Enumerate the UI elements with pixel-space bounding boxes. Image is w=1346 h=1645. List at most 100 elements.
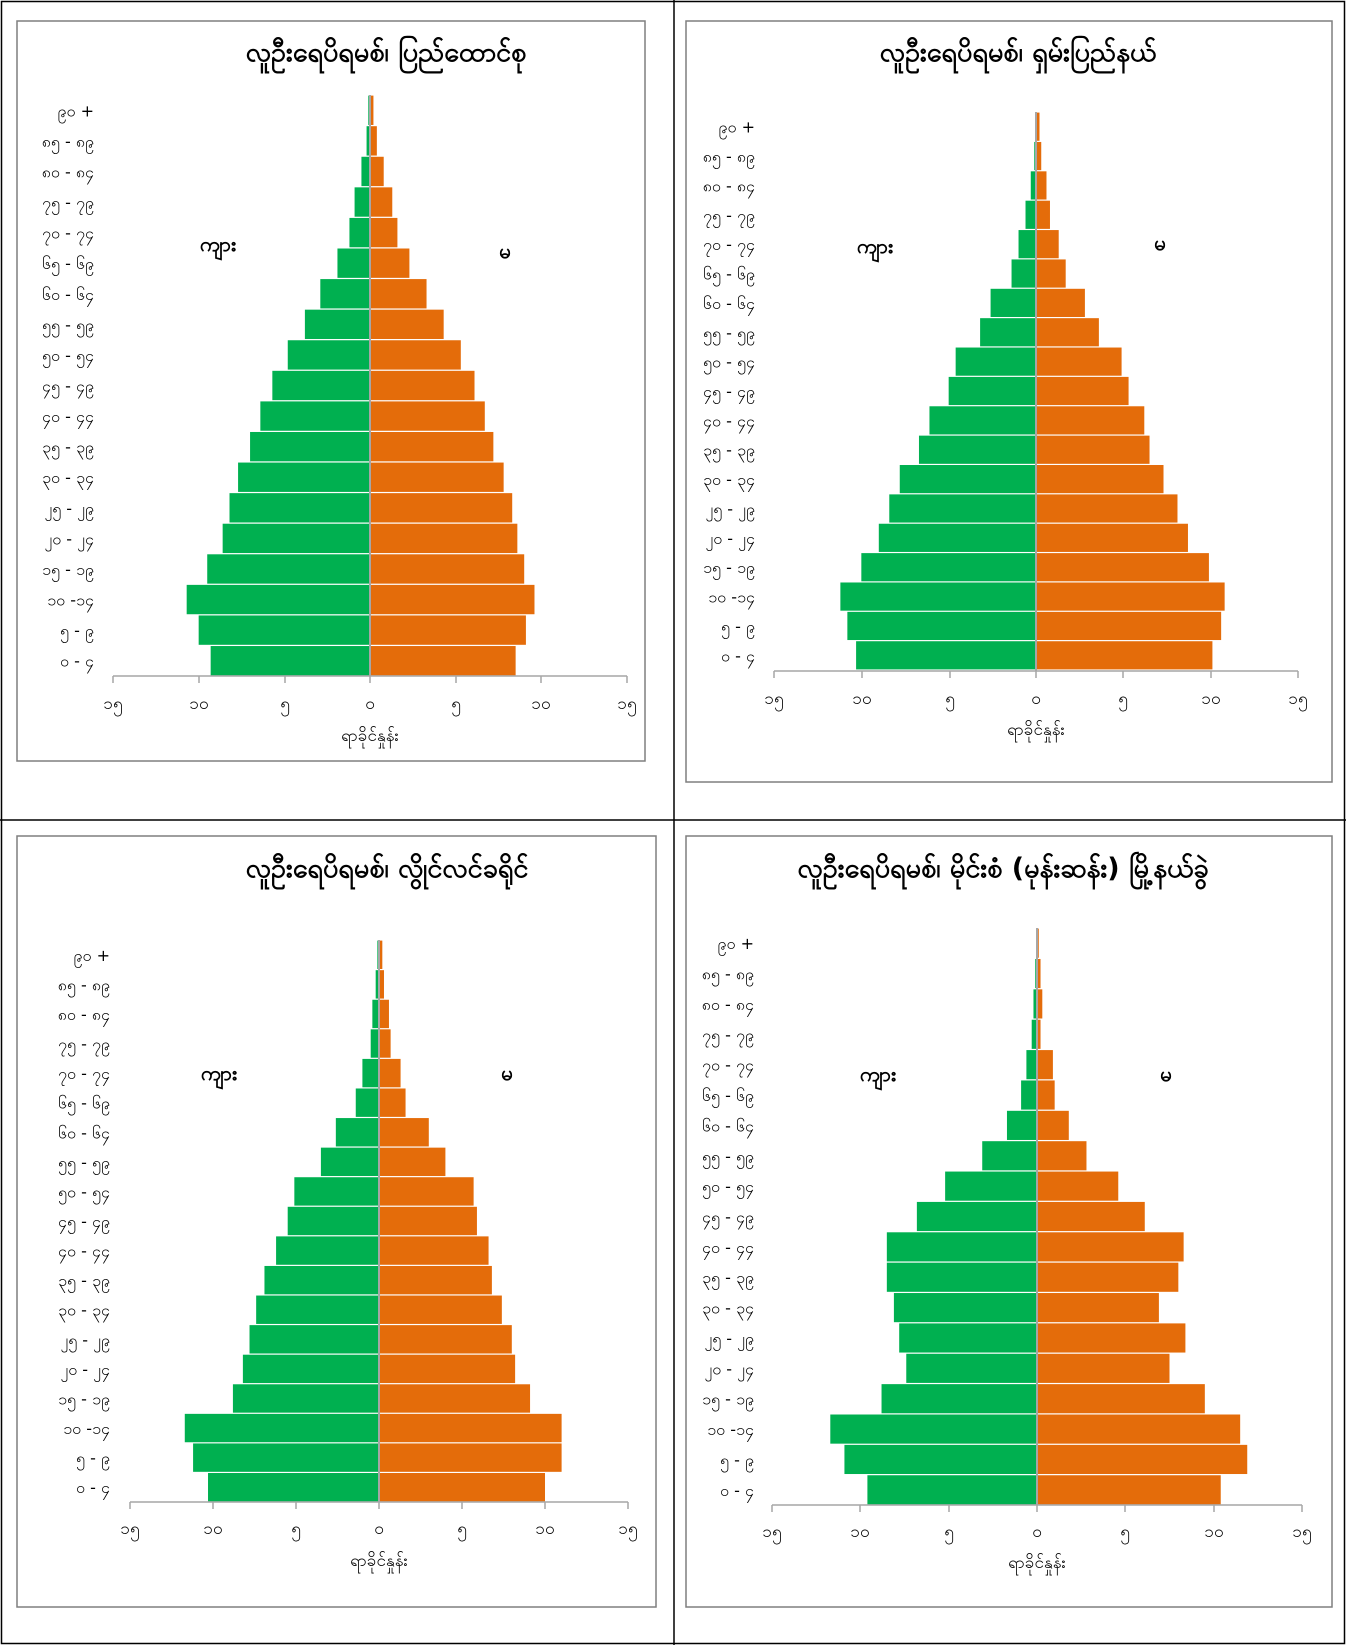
age-group-label: ၄၀ - ၄၄ [58,1242,110,1264]
male-bar [355,1088,379,1117]
female-bar [1036,553,1209,582]
male-bar [272,370,370,401]
female-bar [379,1354,516,1384]
age-group-label: ၅၀ - ၅၄ [42,346,94,368]
female-bar [1037,1141,1087,1171]
age-group-label: ၉၀ + [719,118,756,140]
female-bar [1036,641,1213,670]
female-bar [1037,1475,1221,1505]
female-bar [370,431,494,462]
age-group-label: ၄၅ - ၄၉ [42,377,94,399]
x-tick-label: ၁၅ [618,1519,637,1542]
chart-title: လူဦးရေပိရမစ်၊ ပြည်ထောင်စု [246,35,527,74]
age-group-label: ၃၅ - ၃၉ [58,1271,110,1293]
male-bar [982,1141,1037,1171]
male-bar [1030,171,1036,200]
male-bar [881,1384,1037,1414]
female-label: မ [501,1061,512,1085]
male-bar [210,646,370,676]
age-group-label: ၃၀ - ၃၄ [703,470,755,492]
age-group-label: ၈၅ - ၈၉ [42,132,94,154]
male-bar [1031,1019,1037,1049]
x-tick-label: ၁၀ [850,1522,869,1542]
age-group-label: ၈၅ - ၈၉ [702,965,754,987]
x-tick-label: ၁၅ [1288,689,1307,712]
male-bar [867,1475,1037,1505]
female-bar [1037,1201,1145,1232]
male-bar [362,1058,379,1088]
female-bar [379,1473,545,1502]
age-group-label: ၈၀ - ၈၄ [58,1005,110,1027]
x-tick-label: ၁၅ [617,694,636,717]
female-bar [370,554,525,584]
male-bar [990,288,1036,317]
female-bar [379,999,389,1029]
female-bar [1036,465,1164,494]
age-group-label: ၄၀ - ၄၄ [703,411,755,433]
female-bar [379,1206,477,1236]
x-tick-label: ၁၀ [203,1519,222,1539]
female-bar [1036,376,1129,406]
male-bar [1033,989,1037,1019]
female-bar [1036,347,1122,376]
age-group-label: ၂၅ - ၂၉ [704,1329,754,1351]
male-bar [320,1147,379,1177]
male-bar [980,318,1036,347]
x-tick-label: ၁၀ [189,694,208,714]
female-bar [379,1443,562,1472]
x-tick-label: ၁၀ [1201,689,1220,709]
age-group-label: ၂၀ - ၂၄ [44,529,94,551]
female-bar [370,523,518,554]
female-bar [370,340,461,370]
female-bar [1036,230,1059,259]
x-tick-label: ၁၀ [535,1519,554,1539]
male-bar [366,126,370,156]
male-bar [208,1473,379,1502]
pyramid-chart-4: လူဦးရေပိရမစ်၊ မိုင်းစံ (မုန်းဆန်း) မြို့… [685,835,1333,1608]
chart-title: လူဦးရေပိရမစ်၊ လွိုင်လင်ခရိုင် [246,853,529,890]
female-bar [1036,112,1040,141]
age-group-label: ၂၅ - ၂၉ [705,499,755,521]
age-group-label: ၅၅ - ၅၉ [702,1147,754,1169]
age-group-label: ၁၀ -၁၄ [63,1419,110,1441]
female-bar [1037,1414,1241,1444]
male-bar [287,340,370,370]
male-bar [955,347,1036,376]
male-bar [1025,200,1036,229]
male-bar [320,279,370,309]
age-group-label: ၂၅ - ၂၉ [60,1330,110,1352]
male-bar [276,1236,379,1265]
age-group-label: ၅ - ၉ [721,617,755,639]
female-bar [379,1265,492,1295]
male-bar [264,1265,379,1295]
male-bar [335,1118,379,1147]
pyramid-chart-1: လူဦးရေပိရမစ်၊ ပြည်ထောင်စု၀ - ၄ ၅ - ၉ ၁၀ -၁… [16,20,646,762]
age-group-label: ၉၀ + [718,934,755,956]
x-axis-title: ရာခိုင်နှုန်း [1008,1553,1066,1576]
female-bar [379,1118,429,1147]
x-tick-label: ၅ [291,1519,301,1542]
male-bar [1006,1110,1037,1140]
age-group-label: ၁၀ -၁၄ [707,1420,754,1442]
female-bar [370,156,384,187]
x-tick-label: ၀ [1032,1522,1042,1542]
female-bar [1036,171,1047,200]
age-group-label: ၆၀ - ၆၄ [702,1116,754,1138]
female-bar [370,462,504,492]
male-bar [304,309,370,340]
age-group-label: ၇၀ - ၇၄ [702,1056,754,1078]
female-label: မ [1154,231,1165,255]
age-group-label: ၁၀ -၁၄ [708,588,755,610]
age-group-label: ၃၅ - ၃၉ [702,1268,754,1290]
age-group-label: ၃၀ - ၃၄ [58,1301,110,1323]
female-bar [1037,1171,1119,1201]
age-group-label: ၉၀ + [58,101,95,123]
male-bar [899,1323,1037,1353]
female-bar [1036,318,1099,347]
x-tick-label: ၁၅ [762,1522,781,1545]
female-bar [1036,435,1150,464]
female-bar [1037,1353,1170,1383]
female-bar [1037,958,1041,989]
age-group-label: ၇၀ - ၇၄ [703,235,755,257]
female-bar [379,1177,474,1206]
